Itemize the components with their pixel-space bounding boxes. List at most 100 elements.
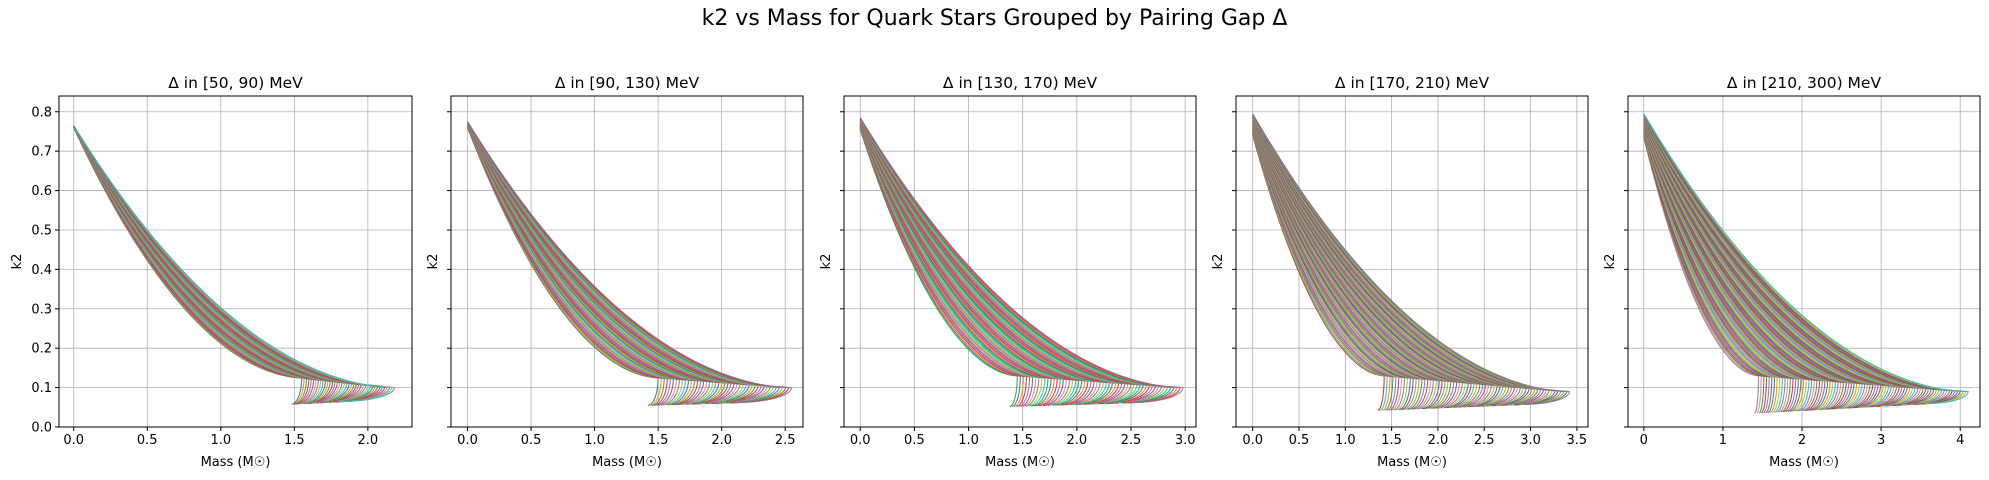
x-axis-label: Mass (M☉) (1377, 455, 1447, 470)
series-line (1643, 113, 1969, 404)
x-tick-label: 0.0 (1242, 433, 1263, 448)
series-line (73, 125, 391, 403)
series-line (467, 123, 744, 405)
series-line (73, 126, 350, 404)
x-tick-label: 1.0 (1335, 433, 1356, 448)
y-tick-label: 0.8 (31, 105, 52, 120)
series-line (73, 125, 367, 403)
series-line (467, 123, 753, 404)
subplot-title: Δ in [90, 130) MeV (555, 74, 700, 92)
x-tick-label: 2.0 (711, 433, 732, 448)
subplot-title: Δ in [50, 90) MeV (168, 74, 303, 92)
series-line (1252, 119, 1521, 407)
series-line (73, 125, 379, 403)
series-line (73, 125, 365, 403)
axes-frame (1235, 95, 1589, 428)
y-tick-label: 0.6 (31, 184, 52, 199)
x-tick-label: 0 (1640, 433, 1648, 448)
series-line (467, 123, 750, 404)
series-line (73, 125, 386, 403)
series-line (73, 125, 374, 403)
series-line (73, 126, 348, 404)
series-line (73, 126, 357, 404)
subplot-title: Δ in [210, 300) MeV (1727, 74, 1882, 92)
y-tick-label: 0.3 (31, 302, 52, 317)
x-axis-label: Mass (M☉) (201, 455, 271, 470)
y-tick-label: 0.1 (31, 381, 52, 396)
series-line (73, 125, 384, 403)
series-line (73, 125, 376, 403)
subplot-4: 0.0 0.5 1.0 1.5 2.0 2.5 3.0 3.5 Δ in [170, 210) … (1211, 74, 1589, 470)
x-axis-label: Mass (M☉) (1769, 455, 1839, 470)
x-tick-label: 3.0 (1520, 433, 1541, 448)
axes-frame (843, 95, 1197, 428)
subplot-1: 0.0 0.5 1.0 1.5 2.0 0.0 0.1 0.2 0.3 0.4 0.5 0.6 0.7 0… (10, 74, 413, 470)
subplot-3: 0.0 0.5 1.0 1.5 2.0 2.5 3.0 Δ in [130, 170) MeV… (819, 74, 1197, 470)
series-line (73, 126, 360, 403)
x-tick-label: 0.0 (850, 433, 871, 448)
subplot-title: Δ in [130, 170) MeV (943, 74, 1098, 92)
series-line (73, 126, 353, 404)
x-tick-label: 0.5 (521, 433, 542, 448)
axes-frame (450, 95, 804, 428)
curve-group (73, 125, 396, 405)
y-axis-label: k2 (819, 254, 834, 270)
x-tick-label: 1.5 (1012, 433, 1033, 448)
series-line (73, 125, 393, 403)
axes-frame (1627, 95, 1981, 428)
series-line (73, 125, 396, 402)
series-line (467, 122, 756, 404)
x-tick-label: 0.5 (904, 433, 925, 448)
x-tick-label: 0.0 (63, 433, 84, 448)
curve-group (1252, 113, 1571, 411)
curve-group (467, 121, 793, 406)
y-tick-label: 0.7 (31, 145, 52, 160)
y-axis-label: k2 (1211, 254, 1226, 270)
y-axis-label: k2 (426, 254, 441, 270)
x-tick-label: 1 (1719, 433, 1727, 448)
x-tick-label: 2.5 (1474, 433, 1495, 448)
x-tick-label: 2.0 (1428, 433, 1449, 448)
series-line (73, 125, 381, 403)
x-tick-label: 0.5 (1289, 433, 1310, 448)
series-line (467, 123, 747, 405)
subplot-2: 0.0 0.5 1.0 1.5 2.0 2.5 Δ in [90, 130) MeV Mass… (426, 74, 804, 470)
y-tick-label: 0.0 (31, 421, 52, 436)
series-line (467, 123, 741, 405)
x-tick-label: 2.0 (358, 433, 379, 448)
curve-group (859, 117, 1184, 408)
series-line (73, 126, 343, 404)
x-tick-label: 0.5 (137, 433, 158, 448)
curve-group (1643, 113, 1969, 414)
axes-frame (58, 95, 413, 428)
x-tick-label: 3.5 (1567, 433, 1588, 448)
x-tick-label: 1.0 (210, 433, 231, 448)
x-tick-label: 2.5 (1121, 433, 1142, 448)
x-tick-label: 1.5 (1381, 433, 1402, 448)
y-tick-label: 0.2 (31, 342, 52, 357)
x-tick-label: 2 (1798, 433, 1806, 448)
y-tick-label: 0.4 (31, 263, 52, 278)
x-tick-label: 1.0 (584, 433, 605, 448)
subplot-5: 0 1 2 3 4 Δ in [210, 300) MeV Mass (M☉) k2 (1603, 74, 1981, 470)
series-line (73, 125, 388, 403)
x-tick-label: 3.0 (1175, 433, 1196, 448)
series-line (73, 125, 362, 403)
y-tick-label: 0.5 (31, 223, 52, 238)
x-tick-label: 3 (1877, 433, 1885, 448)
x-tick-label: 1.5 (648, 433, 669, 448)
x-tick-label: 2.0 (1067, 433, 1088, 448)
series-line (73, 126, 346, 404)
x-tick-label: 2.5 (775, 433, 796, 448)
series-line (73, 126, 355, 404)
x-axis-label: Mass (M☉) (592, 455, 662, 470)
series-line (859, 117, 1184, 404)
subplot-title: Δ in [170, 210) MeV (1335, 74, 1490, 92)
series-line (467, 121, 793, 404)
x-tick-label: 1.5 (284, 433, 305, 448)
figure-title: k2 vs Mass for Quark Stars Grouped by Pa… (701, 6, 1288, 31)
series-line (73, 125, 372, 403)
y-axis-label: k2 (10, 254, 25, 270)
